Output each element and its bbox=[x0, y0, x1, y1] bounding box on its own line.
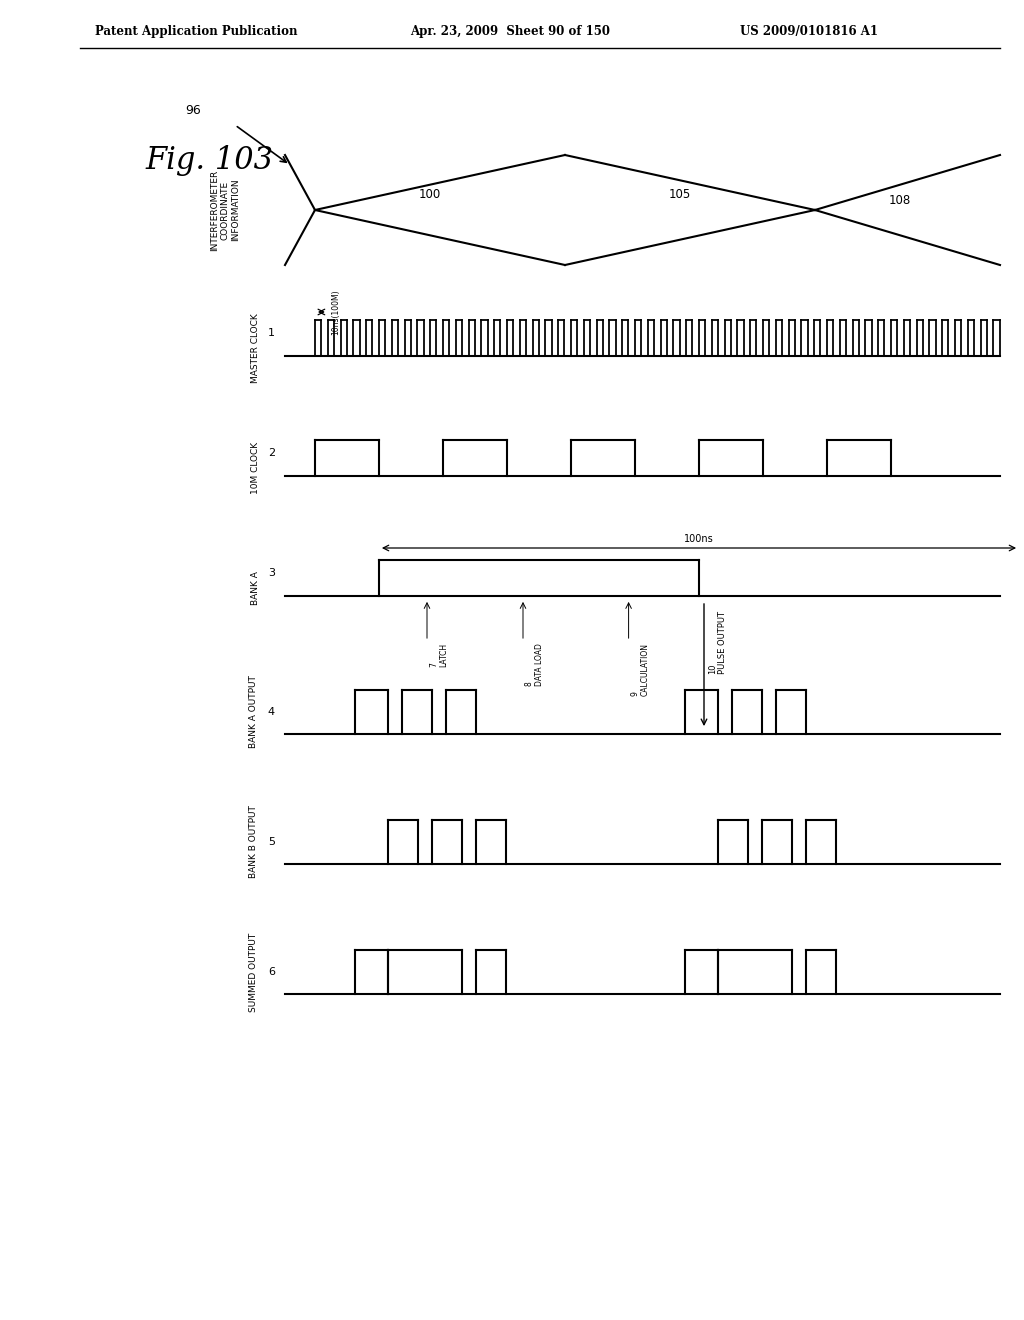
Text: 100ns: 100ns bbox=[684, 535, 714, 544]
Text: BANK B OUTPUT: BANK B OUTPUT bbox=[249, 805, 258, 878]
Text: 7
LATCH: 7 LATCH bbox=[429, 643, 449, 667]
Text: SUMMED OUTPUT: SUMMED OUTPUT bbox=[249, 932, 258, 1011]
Text: 2: 2 bbox=[268, 447, 275, 458]
Text: INTERFEROMETER
COORDINATE
INFORMATION: INTERFEROMETER COORDINATE INFORMATION bbox=[210, 169, 240, 251]
Text: BANK A OUTPUT: BANK A OUTPUT bbox=[249, 676, 258, 748]
Text: Patent Application Publication: Patent Application Publication bbox=[95, 25, 298, 38]
Text: BANK A: BANK A bbox=[251, 572, 260, 605]
Text: 3: 3 bbox=[268, 568, 275, 578]
Text: 1: 1 bbox=[268, 327, 275, 338]
Text: MASTER CLOCK: MASTER CLOCK bbox=[251, 313, 260, 383]
Text: 10
PULSE OUTPUT: 10 PULSE OUTPUT bbox=[708, 611, 727, 675]
Text: 6: 6 bbox=[268, 968, 275, 977]
Text: US 2009/0101816 A1: US 2009/0101816 A1 bbox=[740, 25, 878, 38]
Text: Fig. 103: Fig. 103 bbox=[145, 144, 273, 176]
Text: 4: 4 bbox=[268, 708, 275, 717]
Text: 5: 5 bbox=[268, 837, 275, 847]
Text: Apr. 23, 2009  Sheet 90 of 150: Apr. 23, 2009 Sheet 90 of 150 bbox=[410, 25, 610, 38]
Text: 10M CLOCK: 10M CLOCK bbox=[251, 442, 260, 494]
Text: 105: 105 bbox=[669, 189, 691, 202]
Text: 10ns(100M): 10ns(100M) bbox=[331, 289, 340, 335]
Text: 9
CALCULATION: 9 CALCULATION bbox=[631, 643, 650, 696]
Text: 8
DATA LOAD: 8 DATA LOAD bbox=[525, 643, 545, 686]
Text: 108: 108 bbox=[889, 194, 911, 206]
Text: 100: 100 bbox=[419, 189, 441, 202]
Text: 96: 96 bbox=[185, 103, 201, 116]
